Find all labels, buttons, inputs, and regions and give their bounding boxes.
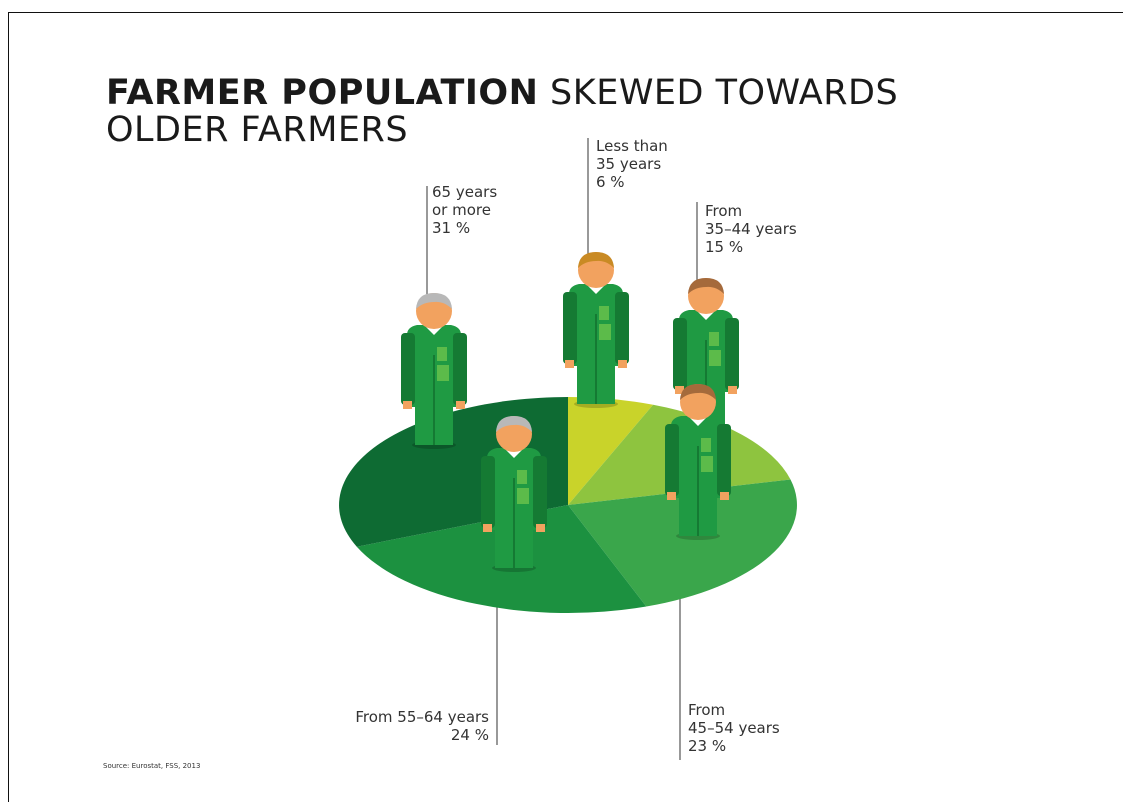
title-line-2: OLDER FARMERS: [106, 110, 409, 150]
label-35-44: From 35–44 years 15 %: [705, 202, 797, 256]
pie-slice-3: [568, 479, 797, 607]
label-45-54: From 45–54 years 23 %: [688, 701, 780, 755]
label-65-plus: 65 years or more 31 %: [432, 183, 498, 237]
pie-slice-1: [568, 396, 654, 505]
title-bold-part: FARMER POPULATION: [106, 73, 539, 113]
farmer-figures: [401, 252, 739, 572]
chart-title: FARMER POPULATION SKEWED TOWARDS OLDER F…: [106, 73, 899, 150]
label-under-35: Less than 35 years 6 %: [596, 137, 668, 191]
farmer-figure-under-35: [563, 252, 629, 408]
title-regular-part: SKEWED TOWARDS: [550, 73, 899, 113]
farmer-figure-65-plus: [401, 293, 467, 449]
source-note: Source: Eurostat, FSS, 2013: [103, 762, 201, 770]
farmer-figure-45-54: [665, 384, 731, 540]
label-55-64: From 55–64 years 24 %: [355, 708, 489, 744]
farmer-figure-55-64: [481, 416, 547, 572]
figure-frame: [8, 12, 1123, 802]
